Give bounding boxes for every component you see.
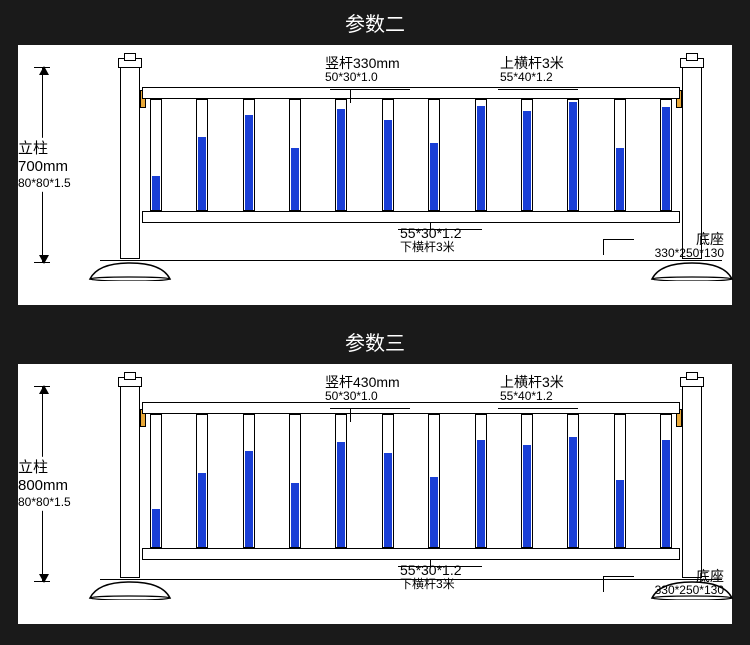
vertical-bar [660,414,672,548]
post-left [120,67,140,259]
bar-fill [477,106,485,210]
vertical-bar [614,414,626,548]
bar-fill [616,148,624,210]
leader-line [330,89,410,90]
leader-line [498,89,578,90]
vertical-bar [335,414,347,548]
bar-fill [662,107,670,210]
vertical-bar [335,99,347,211]
top-rail [142,87,680,99]
leader-line [398,566,482,567]
vertical-bar [567,414,579,548]
leader-line [603,576,604,592]
leader-line [350,89,351,103]
bottom-rail [142,548,680,560]
vertical-bar [475,99,487,211]
vertical-bar [243,99,255,211]
vertical-bar [614,99,626,211]
vertical-bar [521,99,533,211]
vertical-bar [289,99,301,211]
vertical-bar [196,99,208,211]
bar-fill [245,451,253,547]
height-dimension: 立柱700mm80*80*1.5 [24,67,94,263]
bar-fill [152,509,160,547]
vertical-bar [150,99,162,211]
vertical-bar-callout: 竖杆330mm50*30*1.0 [325,55,400,85]
vertical-bar [475,414,487,548]
leader-line [398,229,482,230]
leader-line [603,239,604,255]
leader-line [330,408,410,409]
bar-fill [662,440,670,547]
fence-diagram: 竖杆330mm50*30*1.0上横杆3米55*40*1.255*30*1.2下… [100,61,722,295]
bar-fill [291,483,299,547]
bar-fill [523,111,531,210]
bar-fill [337,442,345,547]
post-cap [680,377,704,387]
vertical-bar [428,414,440,548]
vertical-bar [660,99,672,211]
vertical-bar [382,99,394,211]
post-right [682,386,702,578]
post-cap [680,58,704,68]
vertical-bar [196,414,208,548]
bar-fill [198,137,206,210]
leader-line [604,576,634,577]
bar-fill [430,477,438,547]
leader-line [350,408,351,422]
top-rail [142,402,680,414]
vertical-bar [567,99,579,211]
top-rail-callout: 上横杆3米55*40*1.2 [500,55,564,85]
post-height-label: 立柱700mm80*80*1.5 [18,138,98,192]
bar-fill [337,109,345,210]
leader-line [498,408,578,409]
base-left [88,259,172,281]
bar-fill [152,176,160,210]
post-left [120,386,140,578]
fence-diagram: 竖杆430mm50*30*1.0上横杆3米55*40*1.255*30*1.2下… [100,380,722,614]
base-left [88,578,172,600]
bar-fill [430,143,438,210]
bar-fill [384,453,392,547]
bottom-rail [142,211,680,223]
vertical-bars [150,99,672,211]
post-height-label: 立柱800mm80*80*1.5 [18,457,98,511]
spec-panel: 立柱800mm80*80*1.5竖杆430mm50*30*1.0上横杆3米55*… [18,364,732,624]
bar-fill [198,473,206,547]
top-rail-callout: 上横杆3米55*40*1.2 [500,374,564,404]
bar-fill [291,148,299,210]
bar-fill [569,102,577,210]
bar-fill [477,440,485,547]
spec-panel: 立柱700mm80*80*1.5竖杆330mm50*30*1.0上横杆3米55*… [18,45,732,305]
bar-fill [569,437,577,547]
bar-fill [616,480,624,547]
section-title: 参数三 [0,319,750,364]
vertical-bar [428,99,440,211]
section-title: 参数二 [0,0,750,45]
vertical-bar [521,414,533,548]
vertical-bars [150,414,672,548]
ground-line [100,260,722,261]
base-right [650,259,734,281]
base-callout: 底座330*250*130 [655,231,724,261]
height-dimension: 立柱800mm80*80*1.5 [24,386,94,582]
base-callout: 底座330*250*130 [655,568,724,598]
vertical-bar [289,414,301,548]
bar-fill [523,445,531,547]
bar-fill [384,120,392,210]
vertical-bar [382,414,394,548]
post-cap [118,58,142,68]
bar-fill [245,115,253,210]
post-cap [118,377,142,387]
vertical-bar [150,414,162,548]
vertical-bar [243,414,255,548]
vertical-bar-callout: 竖杆430mm50*30*1.0 [325,374,400,404]
leader-line [604,239,634,240]
